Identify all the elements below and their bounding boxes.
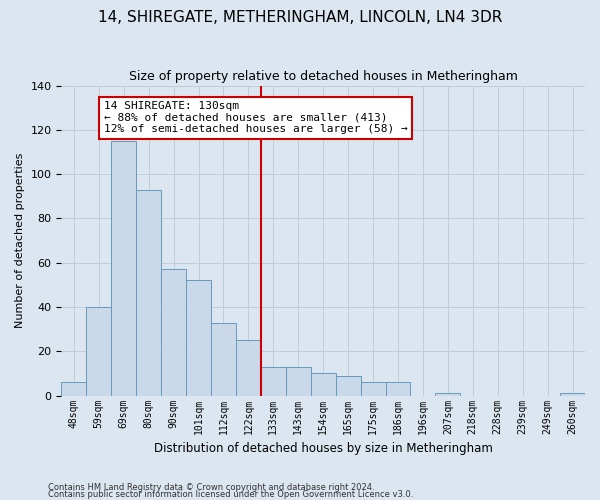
Bar (186, 280, 211, 396)
Bar (111, 141, 136, 396)
Title: Size of property relative to detached houses in Metheringham: Size of property relative to detached ho… (129, 70, 518, 83)
Bar (560, 394, 585, 396)
X-axis label: Distribution of detached houses by size in Metheringham: Distribution of detached houses by size … (154, 442, 493, 455)
Bar (61, 382, 86, 396)
Bar (261, 367, 286, 396)
Text: 14, SHIREGATE, METHERINGHAM, LINCOLN, LN4 3DR: 14, SHIREGATE, METHERINGHAM, LINCOLN, LN… (98, 10, 502, 25)
Bar (211, 322, 236, 396)
Bar (311, 374, 335, 396)
Bar (335, 376, 361, 396)
Bar (236, 340, 261, 396)
Bar (136, 190, 161, 396)
Text: Contains public sector information licensed under the Open Government Licence v3: Contains public sector information licen… (48, 490, 413, 499)
Y-axis label: Number of detached properties: Number of detached properties (15, 153, 25, 328)
Bar (436, 394, 460, 396)
Bar (161, 270, 186, 396)
Bar (86, 307, 111, 396)
Bar (286, 367, 311, 396)
Bar (361, 382, 386, 396)
Text: 14 SHIREGATE: 130sqm
← 88% of detached houses are smaller (413)
12% of semi-deta: 14 SHIREGATE: 130sqm ← 88% of detached h… (104, 101, 407, 134)
Text: Contains HM Land Registry data © Crown copyright and database right 2024.: Contains HM Land Registry data © Crown c… (48, 484, 374, 492)
Bar (386, 382, 410, 396)
